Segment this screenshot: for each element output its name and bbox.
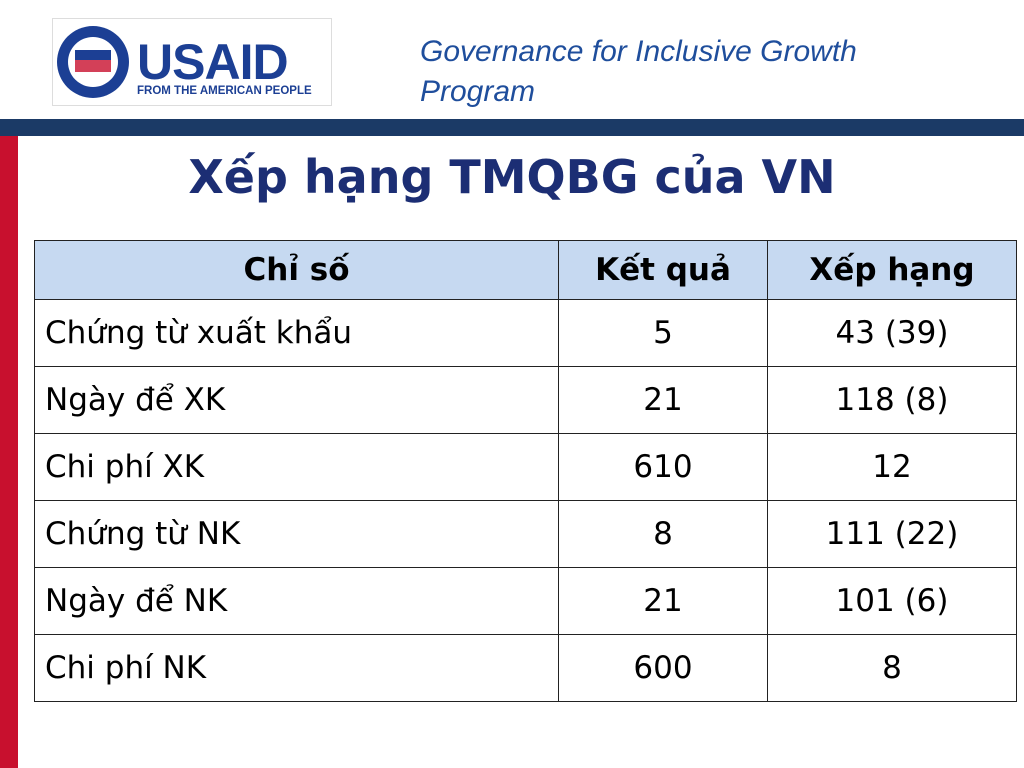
column-header: Chỉ số [34, 240, 559, 300]
table-cell: 610 [558, 433, 768, 501]
logo-name: USAID [137, 34, 289, 90]
table-cell: Chi phí NK [34, 634, 559, 702]
table-cell: 8 [767, 634, 1017, 702]
side-bar [0, 136, 18, 768]
table-cell: Chi phí XK [34, 433, 559, 501]
program-name: Governance for Inclusive Growth Program [420, 35, 857, 108]
table-row: Ngày để NK 21 101 (6) [34, 567, 1017, 635]
table-cell: 118 (8) [767, 366, 1017, 434]
table-cell: 5 [558, 299, 768, 367]
header-row: Chỉ số Kết quả Xếp hạng [34, 240, 1017, 300]
table-row: Chi phí NK 600 8 [34, 634, 1017, 702]
header-band [0, 119, 1024, 136]
table-cell: 12 [767, 433, 1017, 501]
table-row: Chi phí XK 610 12 [34, 433, 1017, 501]
table-cell: 21 [558, 366, 768, 434]
table-cell: 111 (22) [767, 500, 1017, 568]
logo: USAID FROM THE AMERICAN PEOPLE [52, 18, 332, 106]
ranking-table: Chỉ số Kết quả Xếp hạng Chứng từ xuất khẩu… [34, 240, 1017, 702]
column-header: Xếp hạng [767, 240, 1017, 300]
table-cell: Ngày để NK [34, 567, 559, 635]
slide-title: Xếp hạng TMQBG của VN [188, 150, 836, 204]
table-cell: Ngày để XK [34, 366, 559, 434]
table-row: Chứng từ NK 8 111 (22) [34, 500, 1017, 568]
table-row: Ngày để XK 21 118 (8) [34, 366, 1017, 434]
table-cell: Chứng từ NK [34, 500, 559, 568]
seal [57, 26, 129, 98]
column-header: Kết quả [558, 240, 768, 300]
table-cell: 21 [558, 567, 768, 635]
table-row: Chứng từ xuất khẩu 5 43 (39) [34, 299, 1017, 367]
table-cell: 43 (39) [767, 299, 1017, 367]
table-cell: 600 [558, 634, 768, 702]
logo-tagline: FROM THE AMERICAN PEOPLE [137, 85, 312, 97]
table-cell: 8 [558, 500, 768, 568]
table-cell: 101 (6) [767, 567, 1017, 635]
table-cell: Chứng từ xuất khẩu [34, 299, 559, 367]
